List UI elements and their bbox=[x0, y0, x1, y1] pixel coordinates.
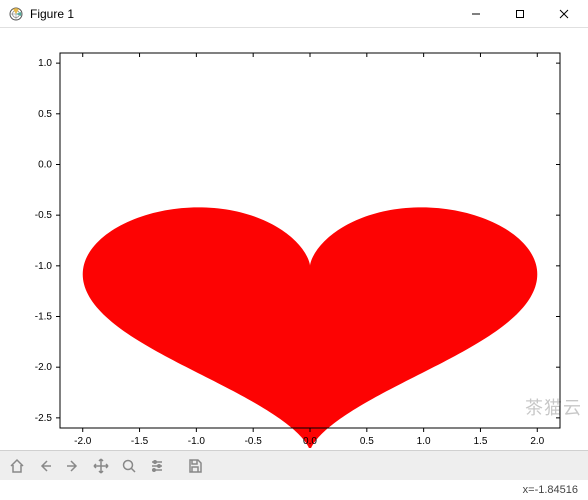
svg-text:1.5: 1.5 bbox=[474, 436, 488, 447]
sliders-icon bbox=[149, 458, 165, 474]
zoom-button[interactable] bbox=[116, 454, 142, 478]
window-controls bbox=[454, 0, 586, 27]
configure-button[interactable] bbox=[144, 454, 170, 478]
nav-toolbar bbox=[0, 450, 588, 480]
forward-button[interactable] bbox=[60, 454, 86, 478]
minimize-button[interactable] bbox=[454, 0, 498, 27]
plot-canvas: -2.0 -1.5 -1.0 -0.5 0.0 0.5 1.0 1.5 2.0 -2.5 -2.0 -… bbox=[0, 28, 588, 448]
svg-text:0.5: 0.5 bbox=[360, 436, 374, 447]
svg-text:-1.5: -1.5 bbox=[35, 312, 53, 323]
pan-button[interactable] bbox=[88, 454, 114, 478]
svg-text:-0.5: -0.5 bbox=[35, 210, 53, 221]
back-button[interactable] bbox=[32, 454, 58, 478]
svg-text:-2.5: -2.5 bbox=[35, 413, 53, 424]
cursor-coord: x=-1.84516 bbox=[523, 484, 578, 496]
svg-text:-2.0: -2.0 bbox=[74, 436, 92, 447]
titlebar: Figure 1 bbox=[0, 0, 588, 28]
svg-text:1.0: 1.0 bbox=[38, 58, 52, 69]
svg-text:-2.0: -2.0 bbox=[35, 362, 53, 373]
close-button[interactable] bbox=[542, 0, 586, 27]
matplotlib-app-icon bbox=[8, 6, 24, 22]
save-button[interactable] bbox=[182, 454, 208, 478]
svg-text:-1.5: -1.5 bbox=[131, 436, 149, 447]
arrow-left-icon bbox=[37, 458, 53, 474]
home-button[interactable] bbox=[4, 454, 30, 478]
svg-text:2.0: 2.0 bbox=[530, 436, 544, 447]
move-icon bbox=[93, 458, 109, 474]
home-icon bbox=[9, 458, 25, 474]
arrow-right-icon bbox=[65, 458, 81, 474]
window-title: Figure 1 bbox=[30, 7, 454, 21]
plot-area[interactable]: -2.0 -1.5 -1.0 -0.5 0.0 0.5 1.0 1.5 2.0 -2.5 -2.0 -… bbox=[0, 28, 588, 450]
svg-text:-1.0: -1.0 bbox=[35, 261, 53, 272]
svg-text:-1.0: -1.0 bbox=[188, 436, 206, 447]
zoom-icon bbox=[121, 458, 137, 474]
svg-text:0.0: 0.0 bbox=[303, 436, 317, 447]
svg-text:0.5: 0.5 bbox=[38, 109, 52, 120]
maximize-button[interactable] bbox=[498, 0, 542, 27]
figure-window: Figure 1 -2.0 -1.5 -1.0 -0.5 0.0 0.5 1.0 1.5 2.0… bbox=[0, 0, 588, 500]
svg-text:0.0: 0.0 bbox=[38, 159, 52, 170]
save-icon bbox=[187, 458, 203, 474]
svg-text:1.0: 1.0 bbox=[417, 436, 431, 447]
svg-text:-0.5: -0.5 bbox=[245, 436, 263, 447]
statusbar: x=-1.84516 bbox=[0, 480, 588, 500]
